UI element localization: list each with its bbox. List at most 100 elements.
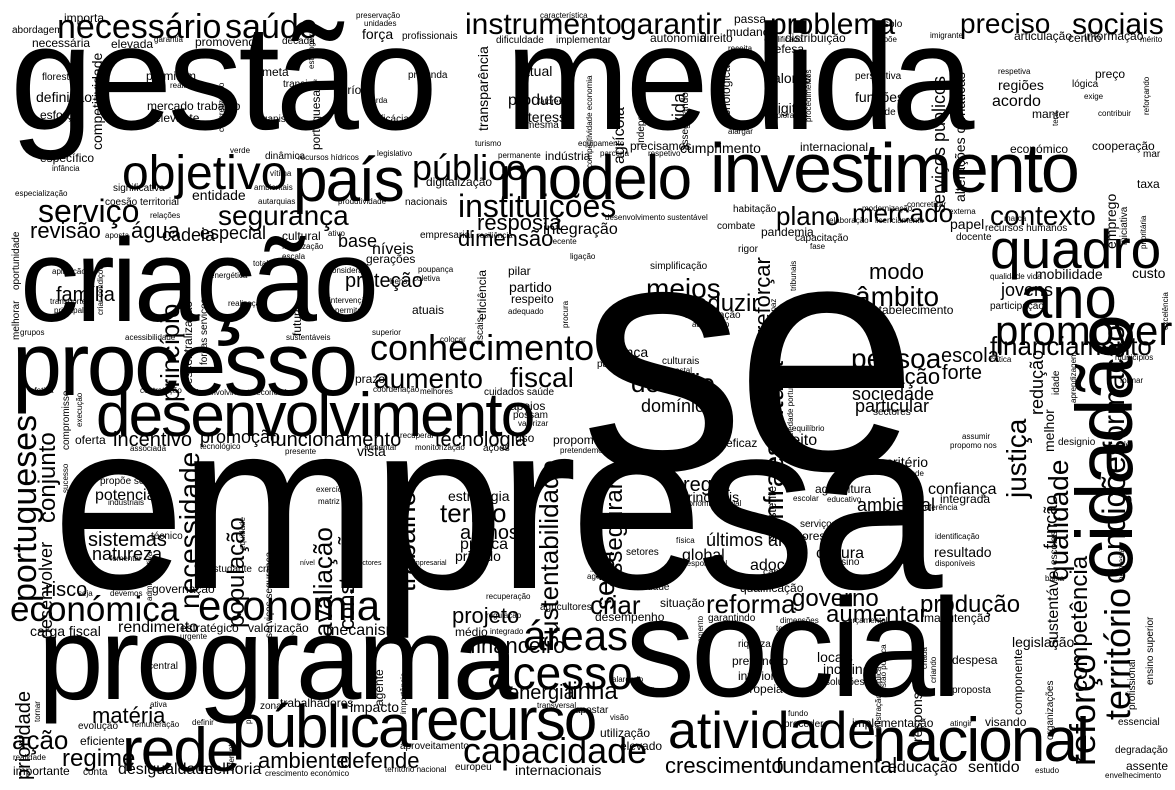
- cloud-word: necessário: [57, 8, 222, 46]
- cloud-word: empresarial: [420, 230, 473, 241]
- cloud-word: impostos: [589, 539, 598, 572]
- cloud-word: acessibilidade: [125, 333, 176, 342]
- cloud-word: quadro: [990, 218, 1162, 280]
- cloud-word: cooperação: [1092, 139, 1155, 153]
- cloud-word: saúde: [225, 8, 318, 46]
- cloud-word: cultural: [282, 229, 321, 243]
- cloud-word: escolas: [1049, 531, 1060, 565]
- cloud-word: propõe se: [100, 476, 145, 487]
- cloud-word: dificuldade: [496, 35, 544, 46]
- cloud-word: alterações climáticas: [952, 72, 968, 202]
- cloud-word: valorizar: [518, 419, 549, 428]
- cloud-word: propõe: [872, 35, 897, 44]
- cloud-word: recuperar: [400, 431, 435, 440]
- cloud-word: assente: [1126, 759, 1169, 773]
- cloud-word: defende: [340, 748, 420, 773]
- cloud-word: compromisso: [61, 390, 72, 450]
- cloud-word: efetiva: [30, 386, 54, 395]
- cloud-word: preço: [1095, 67, 1126, 81]
- cloud-word: reforçando: [1142, 76, 1151, 115]
- cloud-word: perspetiva: [855, 71, 902, 82]
- cloud-word: realização: [228, 299, 265, 308]
- cloud-word: agricultura: [815, 482, 872, 496]
- cloud-word: permanente: [498, 151, 541, 160]
- cloud-word: energética: [210, 271, 248, 280]
- cloud-word: médio: [455, 625, 488, 639]
- cloud-word: pagamento: [696, 615, 705, 656]
- cloud-word: proteção: [345, 270, 423, 292]
- cloud-word: particular: [855, 396, 930, 416]
- cloud-word: principais: [680, 489, 740, 505]
- cloud-word: importa: [64, 11, 105, 25]
- cloud-word: cuidados saúde: [484, 387, 555, 398]
- cloud-word: dimensão: [458, 226, 554, 251]
- cloud-word: informação: [1084, 29, 1144, 43]
- cloud-word: melhor: [1041, 409, 1057, 452]
- cloud-word: fase: [810, 242, 826, 251]
- cloud-word: funções: [855, 89, 905, 105]
- cloud-word: construção: [334, 522, 359, 630]
- cloud-word: projeto: [452, 603, 520, 628]
- cloud-word: confiança: [928, 481, 997, 498]
- cloud-word: mesma: [526, 120, 559, 131]
- cloud-word: marca: [1004, 214, 1027, 223]
- cloud-word: sectores: [873, 407, 911, 418]
- cloud-word: fiscal: [510, 362, 574, 393]
- cloud-word: garantindo: [708, 613, 756, 624]
- cloud-word: sustentabilidade: [534, 460, 564, 648]
- cloud-word: seja: [78, 589, 93, 598]
- cloud-word: desenvolvimento económico: [194, 388, 295, 397]
- cloud-word: público: [412, 147, 527, 188]
- cloud-word: contribuir: [1098, 109, 1131, 118]
- cloud-word: planeamento: [244, 677, 253, 724]
- cloud-word: oportunidade: [11, 231, 22, 290]
- cloud-word: criança: [603, 344, 649, 360]
- cloud-word: descentralização: [181, 300, 195, 391]
- cloud-word: aumento: [374, 363, 483, 394]
- cloud-word: prevenção: [732, 654, 789, 668]
- cloud-word: centro: [1068, 31, 1102, 45]
- cloud-word: direito: [700, 31, 733, 45]
- cloud-word: específico: [40, 151, 95, 165]
- cloud-word: estratégia: [448, 488, 510, 504]
- cloud-word: educação: [888, 759, 958, 776]
- cloud-word: colocar: [440, 335, 466, 344]
- cloud-word: água: [131, 218, 180, 243]
- cloud-word: inovação: [852, 364, 941, 389]
- cloud-word: cumprimento: [680, 140, 761, 156]
- cloud-word: concretização: [217, 82, 226, 132]
- cloud-word: lógica: [1072, 79, 1099, 90]
- cloud-word: global: [682, 547, 725, 564]
- cloud-word: incluindo: [823, 661, 879, 677]
- cloud-word: relações: [150, 211, 181, 220]
- cloud-word: partido: [509, 279, 552, 295]
- cloud-word: associada: [130, 444, 167, 453]
- cloud-word: se: [580, 170, 919, 539]
- cloud-word: habitação: [733, 204, 777, 215]
- cloud-word: coordenação: [373, 385, 420, 394]
- cloud-word: oferta: [75, 433, 106, 447]
- cloud-word: meios: [646, 273, 721, 304]
- cloud-word: ensino: [830, 557, 860, 568]
- cloud-word: culturais: [662, 356, 700, 367]
- cloud-word: economia: [198, 582, 381, 629]
- cloud-word: bens: [390, 277, 408, 286]
- cloud-word: empresarial: [410, 560, 447, 567]
- cloud-word: sentido: [968, 759, 1020, 776]
- cloud-word: eficiência: [475, 269, 489, 320]
- cloud-word: melhores: [420, 387, 453, 396]
- cloud-word: agricultores: [540, 602, 592, 613]
- cloud-word: capazes: [763, 567, 801, 578]
- cloud-word: pessoa: [851, 343, 942, 374]
- cloud-word: implementar: [556, 35, 612, 46]
- cloud-word: recurso: [408, 686, 597, 753]
- cloud-word: excelência: [1161, 292, 1170, 330]
- cloud-word: segurança: [218, 200, 349, 231]
- cloud-word: proceder: [784, 719, 824, 730]
- cloud-word: abordagem: [12, 25, 63, 36]
- cloud-word: diferente: [227, 739, 236, 771]
- cloud-word: forte: [942, 362, 983, 384]
- cloud-word: eficiente: [80, 734, 125, 748]
- cloud-word: conjunto: [34, 432, 61, 523]
- cloud-word: efeito: [778, 432, 818, 449]
